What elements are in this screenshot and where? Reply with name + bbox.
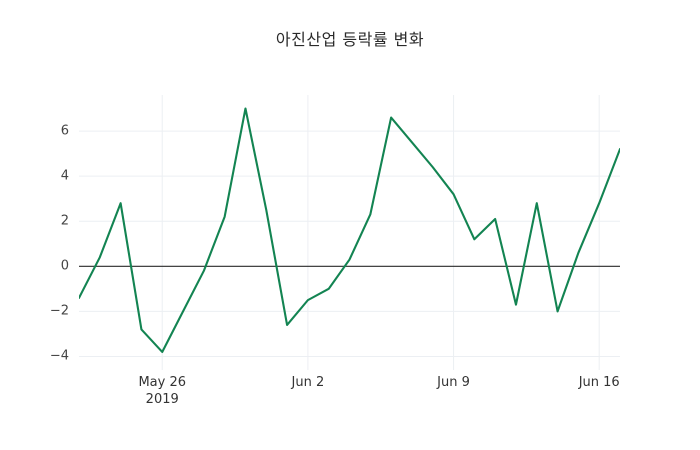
y-axis-tick-label: −2 [49, 303, 69, 319]
x-axis-tick-label: May 26 2019 [138, 375, 186, 407]
y-axis-tick-labels: 6 4 2 0 −2 −4 [0, 0, 79, 450]
x-axis-tick-label: Jun 2 [291, 375, 325, 390]
y-axis-tick-label: 6 [60, 123, 69, 139]
plot-area [79, 95, 620, 370]
y-axis-tick-label: 4 [60, 168, 69, 184]
data-series-line [79, 107, 620, 354]
x-axis-tick-label: Jun 16 [578, 375, 620, 390]
x-axis-tick-label: Jun 9 [437, 375, 470, 390]
line-chart-svg [79, 95, 620, 370]
horizontal-gridlines [79, 130, 620, 357]
y-axis-tick-label: 0 [60, 258, 69, 274]
vertical-gridlines [161, 95, 600, 370]
y-axis-tick-label: −4 [49, 348, 69, 364]
chart-title: 아진산업 등락률 변화 [275, 30, 425, 49]
y-axis-tick-label: 2 [60, 213, 69, 229]
x-axis-tick-sublabel: 2019 [145, 392, 179, 407]
